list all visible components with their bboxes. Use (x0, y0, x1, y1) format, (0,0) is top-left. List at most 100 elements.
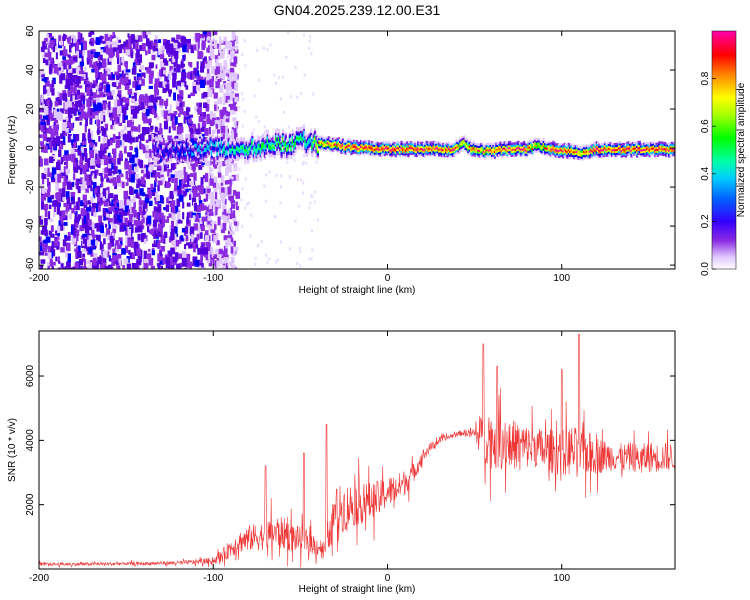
heatmap-cell (166, 197, 168, 201)
heatmap-cell (97, 157, 101, 164)
heatmap-cell (241, 225, 243, 228)
heatmap-cell (220, 97, 223, 105)
heatmap-cell (174, 43, 178, 48)
heatmap-cell (184, 172, 188, 179)
heatmap-cell (94, 253, 97, 258)
heatmap-cell (88, 129, 90, 137)
heatmap-cell (266, 48, 268, 51)
heatmap-cell (64, 235, 66, 238)
heatmap-cell (67, 154, 71, 161)
heatmap-cell (47, 77, 49, 80)
heatmap-cell (127, 89, 132, 95)
heatmap-cell (88, 248, 92, 254)
heatmap-cell (156, 102, 158, 105)
heatmap-cell (160, 54, 163, 58)
heatmap-cell (118, 83, 121, 89)
heatmap-cell (54, 239, 58, 246)
heatmap-cell (241, 187, 243, 190)
heatmap-cell (292, 129, 294, 131)
heatmap-cell (234, 125, 236, 128)
heatmap-cell (116, 36, 118, 43)
heatmap-cell (40, 158, 42, 166)
heatmap-cell (54, 109, 57, 118)
heatmap-cell (205, 175, 209, 182)
heatmap-cell (44, 168, 47, 174)
heatmap-cell (63, 93, 67, 101)
heatmap-cell (314, 200, 316, 203)
heatmap-cell (311, 248, 313, 251)
heatmap-cell (41, 201, 44, 209)
heatmap-cell (149, 258, 154, 266)
heatmap-cell (158, 224, 162, 232)
heatmap-cell (99, 216, 103, 224)
heatmap-cell (110, 193, 114, 198)
heatmap-cell (254, 94, 256, 97)
heatmap-cell (158, 39, 161, 43)
heatmap-cell (116, 255, 118, 261)
heatmap-cell (278, 129, 280, 131)
heatmap-cell (40, 108, 44, 112)
heatmap-cell (44, 108, 49, 115)
heatmap-cell (244, 207, 246, 210)
heatmap-cell (215, 192, 217, 199)
heatmap-cell (194, 223, 198, 230)
heatmap-cell (296, 96, 298, 99)
heatmap-cell (153, 235, 155, 240)
heatmap-cell (66, 160, 68, 168)
heatmap-cell (165, 269, 167, 277)
heatmap-cell (64, 102, 67, 109)
heatmap-cell (170, 232, 174, 240)
heatmap-cell (125, 49, 129, 55)
heatmap-cell (49, 141, 52, 148)
heatmap-cell (79, 160, 83, 165)
heatmap-cell (64, 46, 66, 55)
heatmap-cell (315, 133, 317, 135)
heatmap-cell (244, 39, 246, 42)
heatmap-cell (79, 259, 83, 265)
heatmap-cell (246, 202, 248, 205)
heatmap-cell (102, 74, 107, 82)
heatmap-cell (171, 241, 173, 245)
heatmap-cell (109, 112, 113, 117)
heatmap-cell (52, 241, 54, 248)
heatmap-cell (189, 190, 191, 194)
heatmap-cell (82, 133, 85, 139)
heatmap-cell (170, 265, 174, 269)
heatmap-cell (85, 119, 88, 127)
heatmap-cell (70, 108, 75, 113)
heatmap-cell (279, 201, 281, 204)
heatmap-cell (92, 84, 96, 88)
heatmap-cell (226, 48, 228, 51)
heatmap-cell (146, 109, 150, 117)
heatmap-cell (161, 138, 163, 140)
heatmap-cell (210, 120, 214, 127)
heatmap-cell (142, 43, 146, 51)
heatmap-cell (117, 65, 121, 73)
heatmap-cell (192, 82, 196, 86)
heatmap-cell (278, 76, 280, 79)
heatmap-cell (195, 33, 200, 41)
heatmap-cell (66, 243, 71, 252)
heatmap-cell (189, 193, 191, 200)
heatmap-cell (171, 214, 176, 220)
heatmap-cell (48, 211, 50, 219)
heatmap-cell (135, 42, 139, 50)
heatmap-cell (139, 98, 141, 102)
heatmap-cell (206, 114, 209, 120)
heatmap-cell (136, 193, 139, 198)
heatmap-cell (71, 149, 75, 153)
heatmap-cell (112, 248, 115, 253)
heatmap-cell (51, 225, 54, 232)
heatmap-cell (76, 247, 78, 250)
heatmap-cell (254, 263, 256, 266)
heatmap-cell (69, 45, 71, 53)
heatmap-cell (103, 41, 106, 44)
heatmap-cell (209, 134, 211, 136)
heatmap-cell (112, 82, 114, 86)
heatmap-cell (90, 166, 95, 169)
heatmap-cell (209, 212, 214, 215)
heatmap-cell (170, 115, 172, 121)
heatmap-cell (119, 200, 124, 209)
heatmap-cell (153, 97, 157, 102)
heatmap-cell (308, 47, 310, 50)
